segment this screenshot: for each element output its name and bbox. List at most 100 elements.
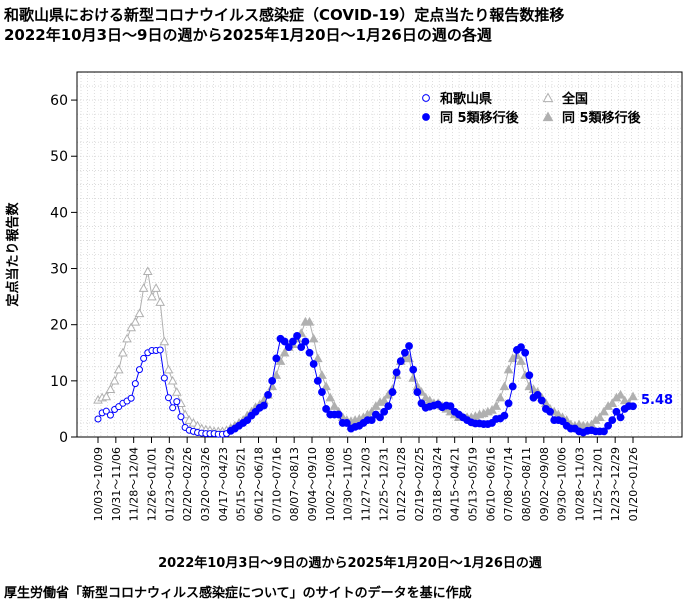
national-point — [495, 392, 506, 402]
y-axis-title: 定点当たり報告数 — [5, 202, 21, 308]
national-point — [147, 291, 157, 301]
prefecture-point — [500, 411, 509, 420]
x-tick-label: 10/28～11/03 — [574, 447, 587, 521]
x-tick-label: 07/10～07/16 — [270, 447, 283, 521]
prefecture-point — [508, 382, 517, 391]
prefecture-point — [504, 399, 513, 408]
x-tick-label: 05/15～05/21 — [235, 447, 248, 521]
prefecture-point — [405, 342, 413, 350]
grid — [77, 71, 682, 438]
x-tick-label: 10/31～11/06 — [110, 447, 123, 521]
prefecture-point — [629, 402, 637, 411]
chart-title: 和歌山県における新型コロナウイルス感染症（COVID-19）定点当たり報告数推移 — [4, 6, 565, 24]
prefecture-point — [102, 407, 110, 415]
source-note: 厚生労働省「新型コロナウィルス感染症について」のサイトのデータを基に作成 — [4, 586, 472, 601]
y-tick-label: 10 — [50, 374, 68, 390]
prefecture-point — [533, 390, 542, 399]
prefecture-point — [173, 398, 181, 406]
y-tick-label: 30 — [50, 262, 68, 278]
prefecture-point — [293, 332, 301, 340]
prefecture-point — [400, 348, 409, 357]
prefecture-point — [380, 407, 389, 416]
prefecture-point — [537, 396, 546, 405]
legend-label: 全国 — [561, 91, 588, 107]
national-point — [594, 412, 605, 422]
prefecture-point — [367, 416, 376, 425]
x-tick-label: 10/03～10/09 — [92, 447, 105, 521]
prefecture-point — [140, 354, 148, 362]
prefecture-point — [612, 407, 621, 416]
national-point — [321, 381, 331, 391]
prefecture-point — [156, 346, 164, 354]
national-point — [192, 420, 203, 430]
x-tick-label: 08/05～08/11 — [520, 447, 533, 521]
national-point — [271, 370, 282, 379]
x-tick-label: 12/25～12/31 — [377, 447, 390, 521]
prefecture-point — [608, 416, 617, 425]
national-point — [607, 398, 618, 408]
prefecture-point — [165, 394, 173, 402]
national-point — [317, 370, 327, 379]
prefecture-point — [388, 388, 397, 396]
prefecture-point — [94, 415, 102, 423]
y-tick-label: 20 — [50, 318, 68, 334]
x-tick-label: 04/17～04/23 — [217, 447, 230, 521]
national-point — [109, 375, 120, 385]
legend-marker — [422, 113, 430, 121]
national-point — [171, 387, 182, 396]
national-point — [167, 375, 178, 385]
prefecture-point — [169, 404, 177, 412]
prefecture-point — [309, 360, 318, 368]
prefecture-point — [392, 368, 401, 377]
national-point — [329, 401, 340, 410]
national-point — [408, 373, 419, 382]
prefecture-point — [334, 410, 343, 419]
x-tick-label: 10/30～11/05 — [342, 447, 355, 521]
x-tick-label: 01/20～01/26 — [627, 447, 640, 521]
national-point — [503, 364, 514, 374]
x-tick-label: 09/02～09/08 — [538, 447, 551, 521]
y-tick-label: 0 — [59, 430, 68, 446]
national-point — [599, 406, 609, 416]
prefecture-point — [600, 427, 608, 436]
prefecture-point — [297, 343, 306, 352]
prefecture-point — [616, 413, 625, 422]
national-point — [615, 389, 626, 399]
plot-frame — [76, 71, 683, 438]
legend-marker — [542, 92, 554, 103]
prefecture-point — [284, 343, 293, 352]
x-tick-label: 09/04～09/10 — [306, 447, 319, 521]
prefecture-point — [446, 402, 455, 411]
y-tick-label: 50 — [50, 149, 68, 165]
prefecture-point — [521, 348, 530, 357]
national-point — [138, 283, 149, 292]
national-point — [118, 347, 128, 357]
prefecture-point — [264, 390, 272, 399]
national-point — [619, 395, 630, 405]
prefecture-point — [131, 380, 139, 388]
x-tick-label: 04/15～04/21 — [449, 447, 462, 521]
prefecture-point — [160, 374, 168, 382]
x-tick-label: 11/28～12/04 — [128, 447, 141, 521]
x-tick-label: 12/26～01/01 — [146, 447, 159, 521]
x-tick-label: 06/10～06/16 — [484, 447, 497, 521]
national-point — [516, 356, 526, 365]
prefecture-point — [546, 407, 554, 416]
x-tick-label: 02/19～02/25 — [413, 447, 426, 521]
x-tick-label: 12/23～12/29 — [609, 447, 622, 521]
prefecture-point — [409, 365, 418, 374]
x-tick-label: 01/23～01/29 — [163, 447, 176, 521]
national-point — [130, 316, 141, 326]
prefecture-point — [177, 413, 185, 421]
national-point — [188, 417, 199, 427]
prefecture-point — [259, 401, 268, 410]
national-point — [134, 308, 145, 318]
legend-label: 同 5類移行後 — [562, 110, 642, 126]
prefecture-point — [396, 357, 405, 366]
prefecture-point — [525, 371, 534, 380]
y-tick-label: 60 — [50, 93, 68, 109]
national-point — [304, 316, 315, 326]
prefecture-point — [106, 411, 114, 419]
national-point — [512, 350, 522, 360]
